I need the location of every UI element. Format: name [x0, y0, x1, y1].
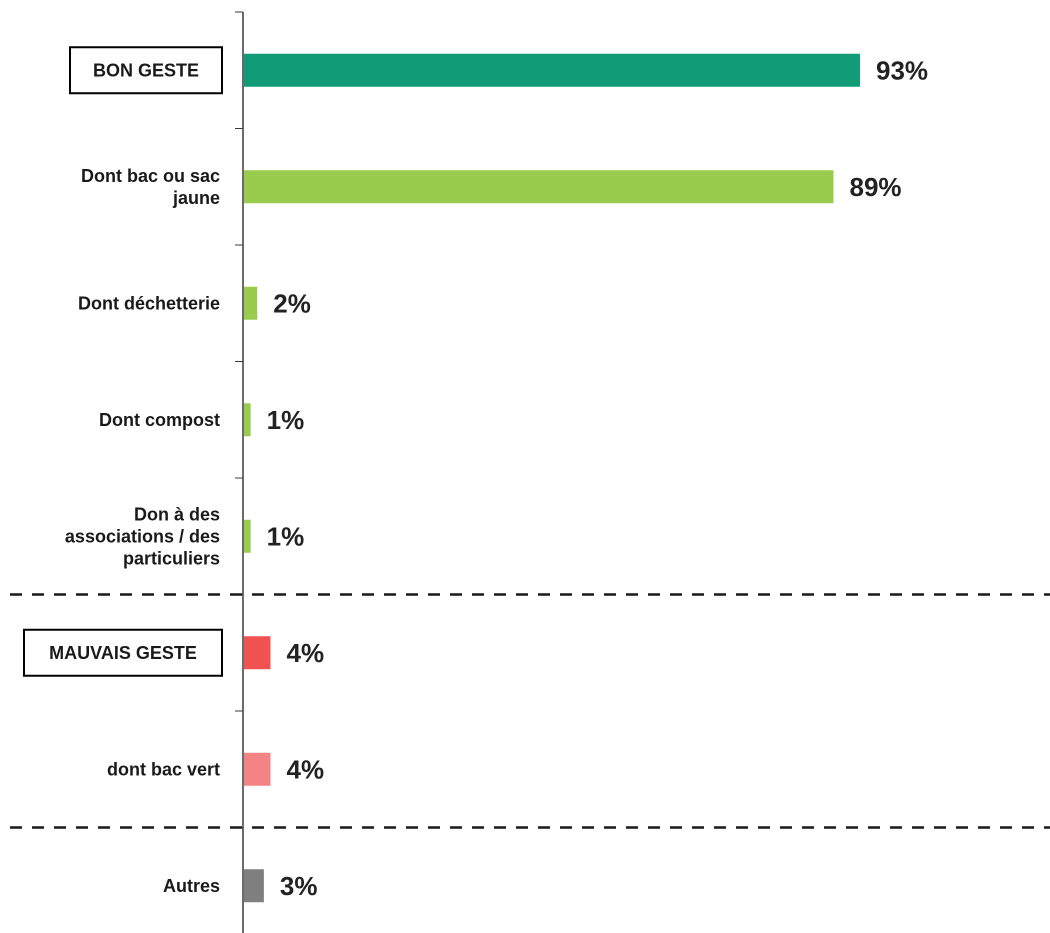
value-label: 89% — [850, 172, 902, 202]
category-box — [23, 628, 223, 677]
value-label: 4% — [286, 754, 324, 784]
category-box — [69, 46, 223, 95]
value-label: 2% — [273, 288, 311, 318]
bar — [244, 170, 834, 204]
category-label: Dont déchetterie — [78, 293, 220, 313]
bar — [244, 519, 251, 553]
category-label: BON GESTE — [93, 60, 199, 80]
value-label: 1% — [267, 405, 305, 435]
value-label: 1% — [267, 521, 305, 551]
bar — [244, 636, 271, 670]
category-label: MAUVAIS GESTE — [49, 643, 197, 663]
bar — [244, 752, 271, 786]
value-label: 93% — [876, 55, 928, 85]
category-label: Dont compost — [99, 410, 220, 430]
category-label: Autres — [163, 876, 220, 896]
value-label: 3% — [280, 871, 318, 901]
bar — [244, 286, 258, 320]
category-label: dont bac vert — [107, 759, 220, 779]
bar — [244, 403, 251, 437]
value-label: 4% — [286, 638, 324, 668]
bar — [244, 869, 264, 903]
category-label: Dont bac ou sac jaune — [81, 166, 220, 208]
category-label: Don à des associations / des particuliers — [65, 504, 220, 568]
bar — [244, 53, 860, 87]
